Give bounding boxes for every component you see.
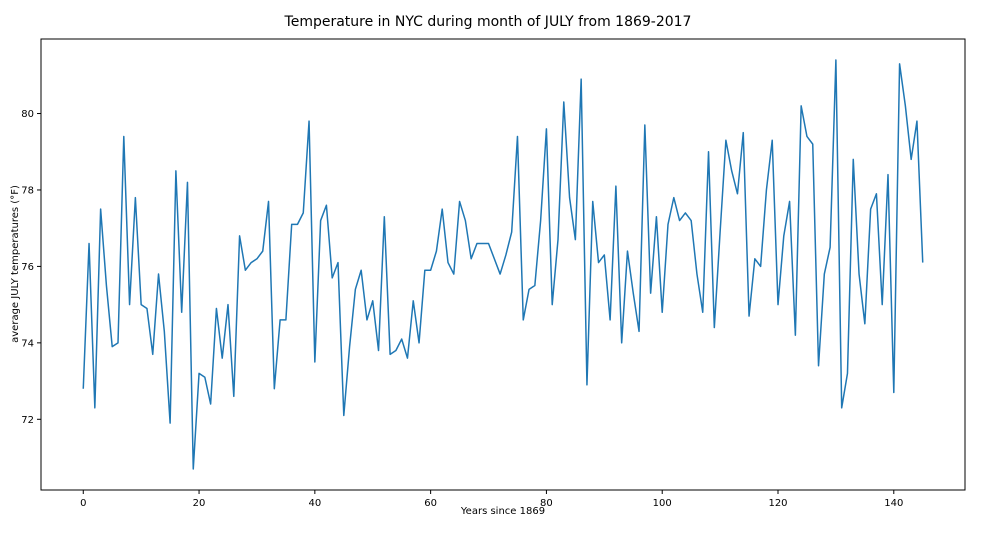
plot-frame [40,38,966,491]
x-tick-label: 0 [80,498,86,509]
y-axis: 72 74 76 78 80 [21,109,41,426]
x-tick-label: 60 [424,498,437,509]
y-tick-label: 78 [21,185,34,196]
x-tick-label: 100 [653,498,672,509]
y-tick-label: 76 [21,262,34,273]
y-tick-label: 80 [21,109,34,120]
y-axis-label: average JULY temperatures (°F) [10,185,21,343]
temperature-series-line [82,59,924,470]
y-tick-label: 72 [21,415,34,426]
chart-title: Temperature in NYC during month of JULY … [284,14,692,30]
x-axis-label: Years since 1869 [460,506,545,517]
x-tick-label: 20 [193,498,206,509]
x-tick-label: 40 [308,498,321,509]
x-tick-label: 120 [768,498,787,509]
x-tick-label: 80 [540,498,553,509]
x-tick-label: 140 [884,498,903,509]
y-tick-label: 74 [21,338,34,349]
x-axis: 0 20 40 60 80 100 120 140 [80,490,903,509]
